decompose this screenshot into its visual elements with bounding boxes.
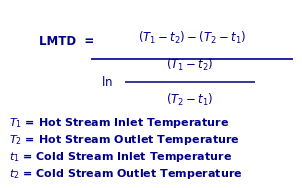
Text: $( T_2 - t_1 )$: $( T_2 - t_1 )$ [166,92,214,108]
Text: $T_1$ = Hot Stream Inlet Temperature: $T_1$ = Hot Stream Inlet Temperature [9,116,229,130]
Text: LMTD  =: LMTD = [39,35,95,48]
Text: $T_2$ = Hot Stream Outlet Temperature: $T_2$ = Hot Stream Outlet Temperature [9,133,240,147]
Text: $\mathrm{ln}$: $\mathrm{ln}$ [101,75,113,89]
Text: $( T_1 - t_2 )$: $( T_1 - t_2 )$ [166,57,214,73]
Text: $t_2$ = Cold Stream Outlet Temperature: $t_2$ = Cold Stream Outlet Temperature [9,167,243,181]
Text: $( T_1 - t_2 )  -  ( T_2 - t_1 )$: $( T_1 - t_2 ) - ( T_2 - t_1 )$ [137,30,246,46]
Text: $t_1$ = Cold Stream Inlet Temperature: $t_1$ = Cold Stream Inlet Temperature [9,150,232,164]
